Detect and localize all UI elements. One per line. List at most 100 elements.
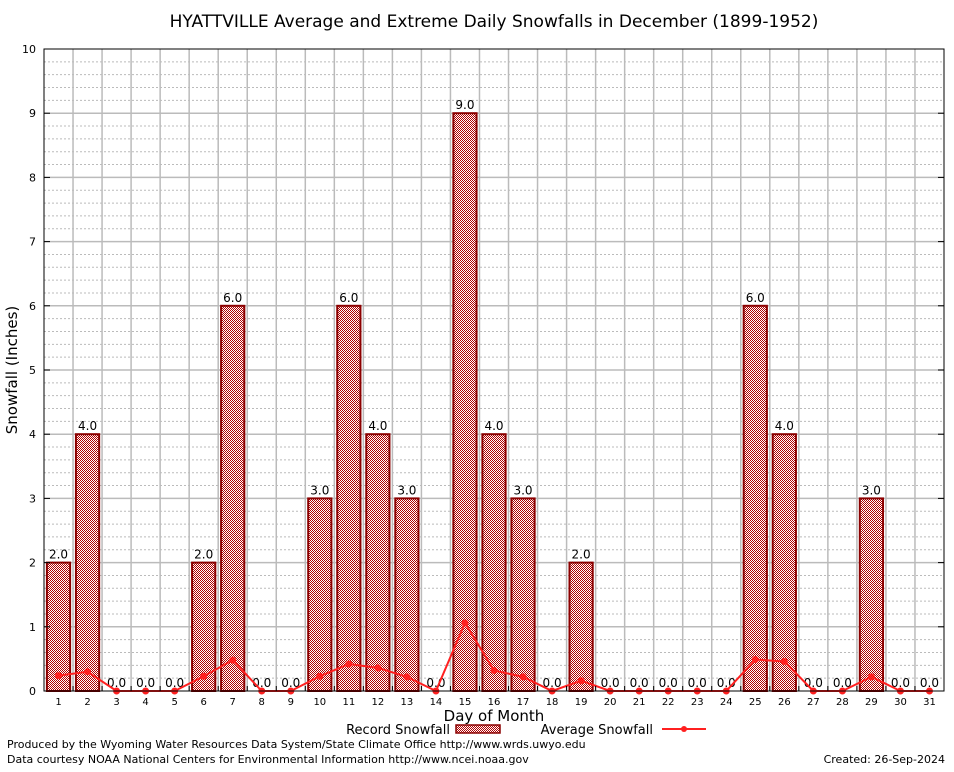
average-point [490,666,498,674]
x-tick-label: 18 [546,697,559,708]
x-tick-label: 28 [836,697,849,708]
y-tick-label: 10 [22,43,36,56]
bar-label: 3.0 [513,483,532,497]
credit-line-2: Data courtesy NOAA National Centers for … [7,753,529,766]
average-point [55,672,63,680]
y-tick-label: 3 [29,492,36,505]
bar-day-15 [452,112,478,692]
created-date: Created: 26-Sep-2024 [824,753,945,766]
bar-label: 9.0 [455,98,474,112]
bar-label: 6.0 [746,291,765,305]
average-point [751,656,759,664]
bar-label: 0.0 [281,676,300,690]
bar-day-19 [568,561,594,692]
x-axis-label: Day of Month [444,707,545,725]
bar-label: 4.0 [775,419,794,433]
x-tick-label: 23 [691,697,704,708]
x-tick-label: 24 [720,697,733,708]
legend-label-average: Average Snowfall [541,723,653,738]
credit-line-1: Produced by the Wyoming Water Resources … [7,738,586,751]
chart-title: HYATTVILLE Average and Extreme Daily Sno… [170,12,819,32]
bars: 2.0 4.0 0.0 0.0 0.0 2.0 6.0 0.0 0.0 3.0 6.0 4.0 3.0 0… [45,98,939,692]
x-tick-label: 22 [662,697,675,708]
bar-label: 0.0 [659,676,678,690]
bar-label: 0.0 [107,676,126,690]
average-point [200,672,208,680]
legend-swatch-record [455,724,501,734]
bar-day-13 [394,497,420,692]
x-tick-label: 1 [55,697,61,708]
bar-label: 4.0 [484,419,503,433]
bar-label: 3.0 [397,483,416,497]
average-point [461,619,469,627]
x-tick-label: 30 [894,697,907,708]
x-tick-label: 12 [372,697,385,708]
average-point [780,657,788,665]
x-tick-label: 4 [142,697,148,708]
average-point [867,673,875,681]
bar-label: 4.0 [78,419,97,433]
bar-label: 0.0 [920,676,939,690]
x-tick-label: 31 [923,697,936,708]
average-point [229,656,237,664]
x-tick-label: 15 [459,697,472,708]
bar-label: 2.0 [194,548,213,562]
bar-label: 2.0 [49,548,68,562]
x-tick-label: 9 [288,697,294,708]
bar-label: 0.0 [165,676,184,690]
x-tick-label: 26 [778,697,791,708]
bar-label: 3.0 [862,483,881,497]
x-tick-label: 6 [200,697,206,708]
y-tick-label: 8 [29,171,36,184]
bar-label: 6.0 [223,291,242,305]
x-tick-label: 11 [342,697,355,708]
average-point [374,664,382,672]
bar-label: 0.0 [891,676,910,690]
y-tick-label: 9 [29,107,36,120]
bar-day-29 [858,497,885,692]
average-point [345,660,353,668]
x-tick-label: 5 [171,697,177,708]
bar-day-12 [365,433,391,692]
legend: Record Snowfall Average Snowfall [346,723,706,738]
bar-day-26 [771,433,797,692]
x-tick-label: 19 [575,697,588,708]
bar-label: 4.0 [368,419,387,433]
y-axis-label: Snowfall (Inches) [3,306,21,434]
x-tick-label: 20 [604,697,617,708]
bar-day-25 [742,304,768,692]
bar-label: 6.0 [339,291,358,305]
y-tick-label: 2 [29,557,36,570]
y-tick-label: 5 [29,364,36,377]
average-point [519,673,527,681]
legend-label-record: Record Snowfall [346,723,450,738]
average-point [316,672,324,680]
y-tick-label: 1 [29,621,36,634]
bar-day-7 [220,304,246,692]
y-tick-label: 7 [29,236,36,249]
y-tick-label: 0 [29,685,36,698]
average-point [84,668,92,676]
bar-label: 3.0 [310,483,329,497]
bar-label: 0.0 [136,676,155,690]
y-tick-label: 4 [29,428,36,441]
x-tick-label: 27 [807,697,820,708]
bar-label: 0.0 [601,676,620,690]
bar-day-2 [74,433,101,692]
x-tick-label: 8 [259,697,265,708]
bar-label: 2.0 [572,548,591,562]
x-tick-label: 29 [865,697,878,708]
bar-day-17 [510,497,536,692]
bar-label: 0.0 [630,676,649,690]
bar-day-11 [336,304,362,692]
bar-label: 0.0 [833,676,852,690]
bar-label: 0.0 [543,676,562,690]
average-point [577,677,585,685]
x-tick-label: 10 [313,697,326,708]
x-tick-label: 2 [84,697,90,708]
x-tick-label: 17 [517,697,530,708]
bar-label: 0.0 [688,676,707,690]
y-tick-label: 6 [29,300,36,313]
